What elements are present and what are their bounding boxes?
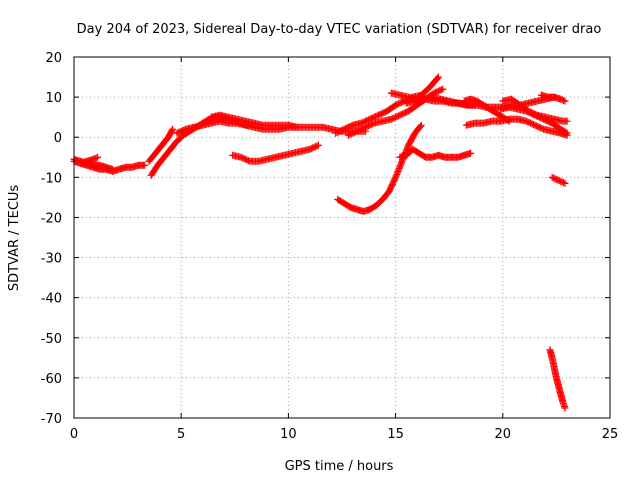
data-point [141,161,149,169]
y-tick-label: -30 [41,252,62,267]
data-point [561,404,569,412]
data-series [70,73,571,412]
y-tick-label: -10 [41,171,62,186]
data-point [313,142,321,150]
x-tick-label: 10 [280,427,297,442]
data-point [169,125,177,133]
data-point [563,117,571,125]
data-point [92,154,100,162]
x-tick-label: 20 [495,427,512,442]
series-pass-19 [537,91,569,105]
data-point [439,85,447,93]
series-pass-17 [497,103,571,137]
data-point [561,97,569,105]
data-point [434,73,442,81]
data-point [563,129,571,137]
data-point [168,127,176,135]
y-axis-label: SDTVAR / TECUs [7,185,22,292]
data-point [314,141,322,149]
series-pass-3 [76,153,102,167]
data-point [560,96,568,104]
x-tick-label: 15 [387,427,404,442]
x-tick-label: 0 [70,427,78,442]
axis-ticks: 0 5 10 15 20 25 20 10 0 -10 -20 -30 -40 -50 -60 -70 [41,51,619,442]
series-pass-12 [396,145,475,161]
series-pass-14 [402,93,479,109]
series-pass-4 [145,125,177,165]
y-tick-label: 10 [45,91,62,106]
y-tick-label: -70 [41,412,62,427]
plot-frame [73,56,611,419]
data-point [562,128,570,136]
series-pass-18 [499,95,571,125]
y-tick-label: -40 [41,292,62,307]
series-pass-20 [548,173,569,187]
y-tick-label: -60 [41,372,62,387]
x-axis-label: GPS time / hours [285,459,394,474]
series-pass-8 [229,141,322,165]
data-point [560,179,568,187]
y-tick-label: 20 [45,51,62,66]
data-point [416,122,424,130]
data-point [109,165,117,173]
y-tick-label: -20 [41,211,62,226]
series-pass-7 [207,111,301,131]
data-point [467,149,475,157]
data-point [561,179,569,187]
y-tick-label: 0 [54,131,62,146]
series-pass-21 [546,346,569,412]
x-tick-label: 25 [602,427,619,442]
data-point [293,123,301,131]
y-tick-label: -50 [41,332,62,347]
data-point [417,121,425,129]
chart-title: Day 204 of 2023, Sidereal Day-to-day VTE… [77,22,602,37]
series-pass-9 [334,121,425,215]
data-point [94,153,102,161]
x-tick-label: 5 [177,427,185,442]
data-point [434,74,442,82]
data-point [437,86,445,94]
